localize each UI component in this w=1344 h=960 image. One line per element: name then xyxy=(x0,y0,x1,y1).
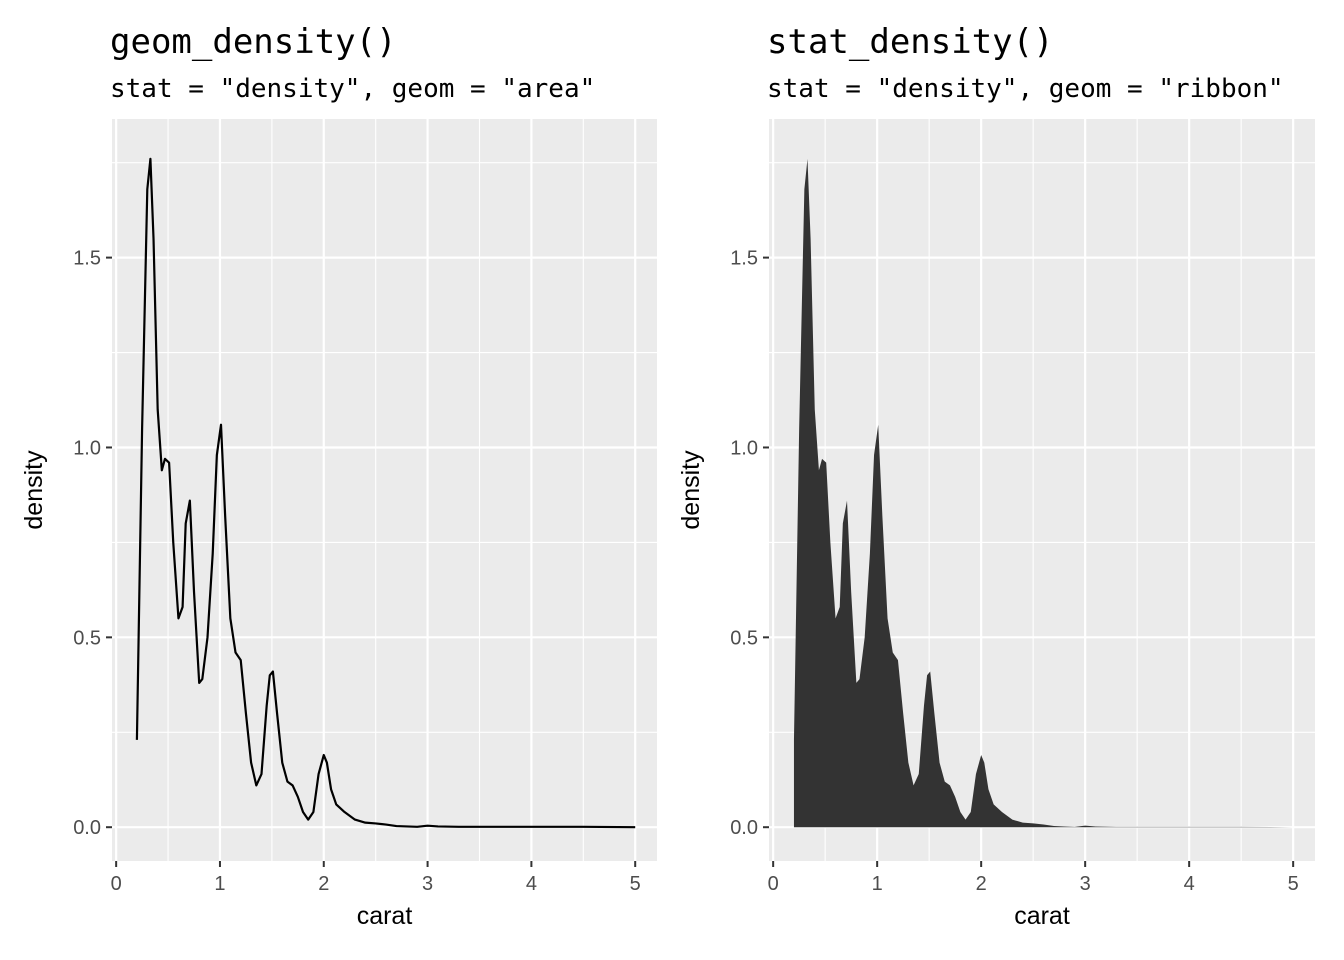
plot-title: geom_density() xyxy=(110,22,397,62)
x-tick-label: 5 xyxy=(630,873,641,895)
y-axis-title: density xyxy=(677,450,705,530)
x-tick-label: 4 xyxy=(1184,873,1195,895)
plot-title: stat_density() xyxy=(767,22,1054,62)
plot-subtitle: stat = "density", geom = "area" xyxy=(110,74,595,104)
y-tick-label: 0.5 xyxy=(73,627,101,649)
panel-background xyxy=(112,119,657,861)
x-axis-title: carat xyxy=(357,902,413,930)
x-tick-label: 1 xyxy=(872,873,883,895)
y-tick-label: 1.5 xyxy=(730,248,758,270)
x-tick-label: 2 xyxy=(976,873,987,895)
x-tick-label: 3 xyxy=(422,873,433,895)
y-tick-label: 1.0 xyxy=(730,437,758,459)
x-tick-label: 0 xyxy=(111,873,122,895)
x-tick-label: 3 xyxy=(1080,873,1091,895)
x-tick-label: 2 xyxy=(318,873,329,895)
plot-subtitle: stat = "density", geom = "ribbon" xyxy=(767,74,1284,104)
density-line xyxy=(135,157,636,829)
density-area xyxy=(793,158,1294,828)
x-axis-title: carat xyxy=(1014,902,1070,930)
x-tick-label: 0 xyxy=(768,873,779,895)
density-line-panel: 0 1 2 3 4 5 0.0 0.5 1.0 1.5 carat density geom_densi… xyxy=(20,22,657,930)
x-tick-label: 5 xyxy=(1288,873,1299,895)
y-tick-label: 1.5 xyxy=(73,248,101,270)
y-tick-label: 0.0 xyxy=(730,817,758,839)
density-area-panel: 0 1 2 3 4 5 0.0 0.5 1.0 1.5 carat density stat_densi… xyxy=(677,22,1315,930)
y-axis-title: density xyxy=(20,450,48,530)
y-tick-label: 0.5 xyxy=(730,627,758,649)
y-tick-label: 1.0 xyxy=(73,437,101,459)
x-tick-label: 4 xyxy=(526,873,537,895)
y-tick-label: 0.0 xyxy=(73,817,101,839)
x-tick-label: 1 xyxy=(214,873,225,895)
